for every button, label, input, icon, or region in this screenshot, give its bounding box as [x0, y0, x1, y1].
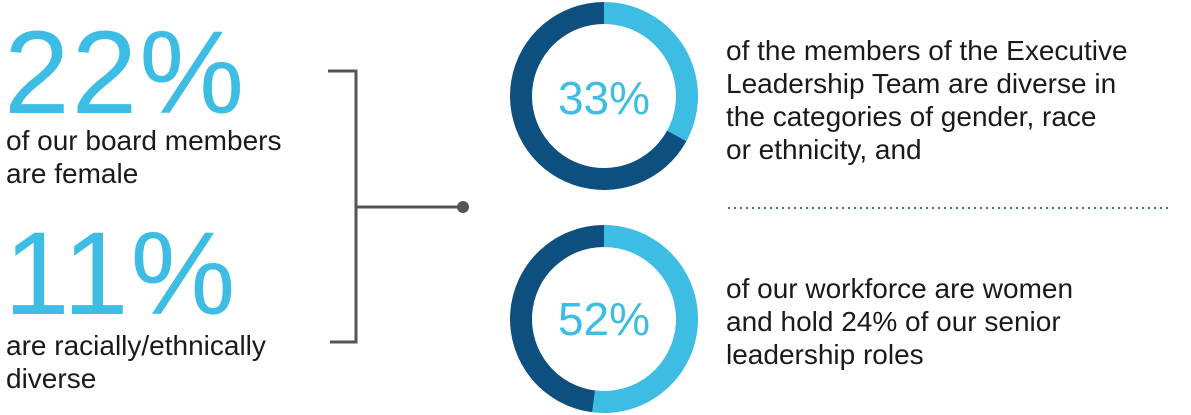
- executive-description: of the members of the Executive Leadersh…: [726, 34, 1128, 166]
- board-female-percent: 22%: [4, 7, 247, 139]
- donut-chart-workforce: [509, 225, 698, 413]
- connector-dot: [457, 201, 469, 213]
- donut-slice-highlight: [592, 225, 698, 413]
- board-diverse-description: are racially/ethnically diverse: [6, 329, 266, 395]
- workforce-description: of our workforce are women and hold 24% …: [726, 272, 1073, 371]
- donut-label-executive: 33%: [557, 72, 651, 124]
- executive-description-line: the categories of gender, race: [726, 101, 1097, 132]
- board-female-description-line: of our board members: [6, 125, 282, 156]
- executive-description-line: or ethnicity, and: [726, 134, 922, 165]
- board-diverse-description-line: are racially/ethnically: [6, 330, 266, 361]
- board-diverse-percent: 11%: [4, 208, 238, 340]
- donut-chart-executive: [509, 2, 698, 191]
- executive-description-line: of the members of the Executive: [726, 35, 1128, 66]
- donut-slice-highlight: [604, 2, 698, 142]
- executive-description-line: Leadership Team are diverse in: [726, 68, 1117, 99]
- donut-label-workforce: 52%: [557, 293, 651, 345]
- workforce-description-line: and hold 24% of our senior: [726, 306, 1061, 337]
- board-diverse-description-line: diverse: [6, 363, 97, 394]
- workforce-description-line: leadership roles: [726, 339, 924, 370]
- donut-slice-remainder: [509, 225, 604, 413]
- workforce-description-line: of our workforce are women: [726, 273, 1074, 304]
- board-female-description-line: are female: [6, 158, 139, 189]
- connector-bracket: [328, 69, 358, 344]
- board-female-description: of our board members are female: [6, 124, 281, 190]
